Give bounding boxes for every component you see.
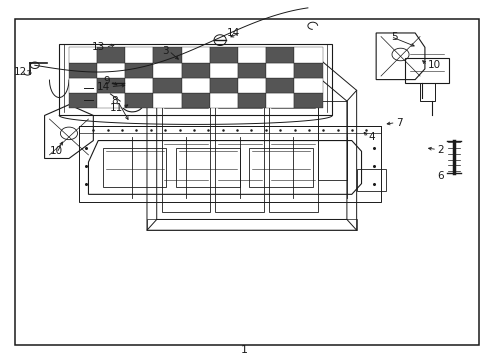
Bar <box>97 93 125 108</box>
Bar <box>97 47 125 63</box>
Text: 6: 6 <box>436 171 443 181</box>
Bar <box>265 78 294 93</box>
Text: 13: 13 <box>92 42 105 52</box>
Bar <box>238 93 265 108</box>
Bar <box>209 63 238 78</box>
Bar <box>69 63 97 78</box>
Bar <box>69 47 97 63</box>
Text: 2: 2 <box>436 144 443 154</box>
Bar <box>294 63 322 78</box>
Text: 3: 3 <box>162 46 168 56</box>
Bar <box>265 93 294 108</box>
Text: 11: 11 <box>109 103 122 113</box>
Bar <box>209 47 238 63</box>
Bar <box>294 78 322 93</box>
Bar <box>125 93 153 108</box>
Text: 14: 14 <box>97 82 110 92</box>
Bar <box>125 47 153 63</box>
Bar <box>265 63 294 78</box>
Bar <box>181 47 209 63</box>
Bar <box>125 63 153 78</box>
Text: 10: 10 <box>50 146 63 156</box>
Bar <box>153 63 181 78</box>
Bar <box>209 93 238 108</box>
Bar <box>97 78 125 93</box>
Bar <box>294 47 322 63</box>
Bar <box>238 47 265 63</box>
Bar <box>125 78 153 93</box>
Bar <box>209 78 238 93</box>
Text: 9: 9 <box>103 76 110 86</box>
Text: 10: 10 <box>427 60 440 70</box>
Bar <box>181 63 209 78</box>
Bar <box>97 63 125 78</box>
Text: 5: 5 <box>390 32 397 41</box>
Bar <box>238 63 265 78</box>
Bar <box>69 78 97 93</box>
Bar <box>69 93 97 108</box>
Text: 4: 4 <box>368 132 375 142</box>
Text: 12: 12 <box>14 67 27 77</box>
Bar <box>294 93 322 108</box>
Text: 14: 14 <box>226 28 239 38</box>
Bar <box>153 93 181 108</box>
Text: 7: 7 <box>395 118 402 128</box>
Bar <box>181 78 209 93</box>
Bar <box>153 78 181 93</box>
Text: 1: 1 <box>241 345 247 355</box>
Bar <box>153 47 181 63</box>
Bar <box>265 47 294 63</box>
Text: 8: 8 <box>111 96 118 106</box>
Bar <box>181 93 209 108</box>
Bar <box>238 78 265 93</box>
